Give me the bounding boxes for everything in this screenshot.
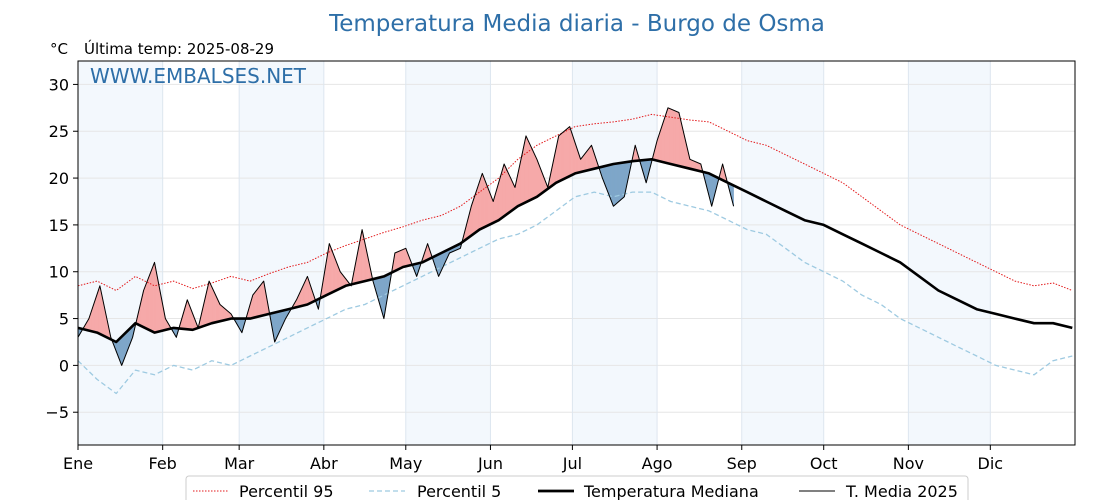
month-bands xyxy=(78,61,991,445)
series-line-1 xyxy=(77,191,1073,395)
legend-label-p5: Percentil 5 xyxy=(417,482,501,500)
y-tick-label: 10 xyxy=(49,263,69,282)
x-tick-label-jul: Jul xyxy=(562,454,582,473)
month-band-ene xyxy=(78,61,163,445)
x-tick-label-mar: Mar xyxy=(224,454,255,473)
chart-title: Temperatura Media diaria - Burgo de Osma xyxy=(328,11,825,37)
y-tick-label: 15 xyxy=(49,216,69,235)
x-tick-label-ene: Ene xyxy=(63,454,93,473)
x-tick-label-sep: Sep xyxy=(727,454,757,473)
x-tick-label-ago: Ago xyxy=(642,454,673,473)
legend-label-2025: T. Media 2025 xyxy=(845,482,958,500)
legend-label-p95: Percentil 95 xyxy=(239,482,334,500)
month-band-nov xyxy=(908,61,991,445)
x-tick-label-dic: Dic xyxy=(978,454,1004,473)
unit-label: °C xyxy=(50,40,68,58)
x-tick-label-jun: Jun xyxy=(477,454,503,473)
series-line-3 xyxy=(77,107,735,366)
y-axis: −5 0 5 10 15 20 25 30 xyxy=(45,75,78,422)
plot-frame xyxy=(77,60,1076,446)
y-tick-label: −5 xyxy=(45,403,69,422)
y-tick-label: 5 xyxy=(59,310,69,329)
x-tick-label-oct: Oct xyxy=(810,454,838,473)
x-tick-label-feb: Feb xyxy=(149,454,177,473)
legend-box xyxy=(185,475,969,500)
x-tick-label-nov: Nov xyxy=(893,454,924,473)
series-line-0 xyxy=(77,113,1073,291)
y-tick-label: 20 xyxy=(49,169,69,188)
x-axis: Ene Feb Mar Abr May Jun Jul Ago Sep Oct Nov Dic xyxy=(63,445,1003,473)
series-line-2 xyxy=(77,158,1073,344)
x-tick-label-may: May xyxy=(389,454,422,473)
last-temp-label: Última temp: 2025-08-29 xyxy=(84,39,274,58)
series-lines xyxy=(77,107,1073,395)
legend-label-median: Temperatura Mediana xyxy=(583,482,759,500)
y-tick-label: 0 xyxy=(59,356,69,375)
month-band-mar xyxy=(239,61,324,445)
y-tick-label: 25 xyxy=(49,122,69,141)
y-tick-label: 30 xyxy=(49,75,69,94)
month-band-sep xyxy=(741,61,824,445)
watermark: WWW.EMBALSES.NET xyxy=(90,64,307,88)
x-tick-label-abr: Abr xyxy=(310,454,338,473)
legend: Percentil 95 Percentil 5 Temperatura Med… xyxy=(185,475,969,500)
month-band-jul xyxy=(572,61,658,445)
